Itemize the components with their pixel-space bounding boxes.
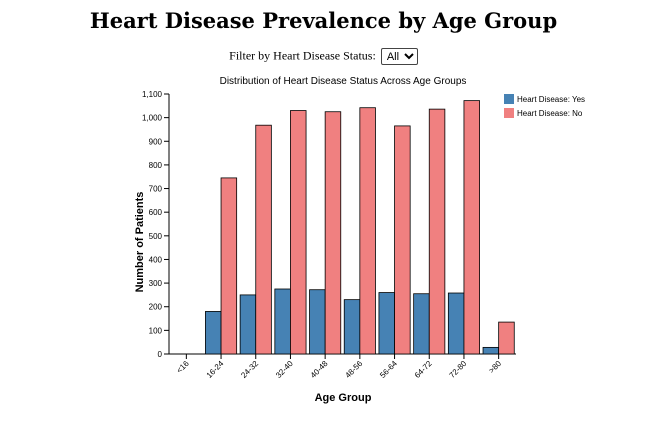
y-tick-label: 0 <box>158 350 163 359</box>
x-tick-label: 24-32 <box>239 359 260 380</box>
x-axis-label: Age Group <box>315 392 372 404</box>
chart-bars <box>205 100 515 355</box>
y-tick-label: 500 <box>149 232 163 241</box>
chart-title: Distribution of Heart Disease Status Acr… <box>220 76 467 87</box>
heart-disease-status-select[interactable]: All <box>380 48 418 65</box>
bar-heart-disease-no <box>463 100 480 355</box>
y-tick-label: 1,100 <box>142 90 163 99</box>
bar-heart-disease-yes <box>482 346 500 355</box>
legend-label: Heart Disease: Yes <box>517 95 585 104</box>
bar-heart-disease-yes <box>343 299 361 355</box>
chart-legend: Heart Disease: Yes Heart Disease: No <box>504 94 585 118</box>
x-tick-label: <16 <box>175 359 191 375</box>
y-tick-label: 400 <box>149 255 163 264</box>
bar-heart-disease-no <box>255 124 272 355</box>
y-tick-label: 600 <box>149 208 163 217</box>
bar-heart-disease-no <box>359 107 376 355</box>
y-tick-label: 100 <box>149 326 163 335</box>
legend-label: Heart Disease: No <box>517 109 583 118</box>
y-tick-label: 800 <box>149 161 163 170</box>
x-tick-label: 16-24 <box>205 359 226 380</box>
filter-row: Filter by Heart Disease Status: All <box>0 48 647 65</box>
page-title: Heart Disease Prevalence by Age Group <box>89 8 558 33</box>
x-tick-label: 32-40 <box>274 359 295 380</box>
x-tick-label: 64-72 <box>413 359 434 380</box>
x-tick-label: 56-64 <box>378 359 399 380</box>
y-tick-label: 900 <box>149 137 163 146</box>
filter-label: Filter by Heart Disease Status: <box>229 48 376 63</box>
bar-heart-disease-yes <box>239 294 257 355</box>
bar-heart-disease-no <box>394 125 411 355</box>
bar-heart-disease-yes <box>413 293 430 355</box>
bar-heart-disease-yes <box>447 292 465 355</box>
bar-heart-disease-no <box>220 177 238 355</box>
bar-heart-disease-no <box>428 108 446 355</box>
y-tick-label: 700 <box>149 185 163 194</box>
x-tick-label: >80 <box>487 359 503 375</box>
bar-heart-disease-no <box>498 321 515 355</box>
y-axis-label: Number of Patients <box>134 192 146 293</box>
bar-heart-disease-yes <box>309 289 326 355</box>
y-tick-label: 1,000 <box>142 114 163 123</box>
legend-swatch <box>504 108 514 118</box>
bar-heart-disease-no <box>324 111 342 355</box>
bar-heart-disease-yes <box>274 288 291 355</box>
y-tick-label: 200 <box>149 303 163 312</box>
x-tick-label: 40-48 <box>309 359 330 380</box>
bar-heart-disease-yes <box>205 311 222 355</box>
x-tick-label: 48-56 <box>343 359 364 380</box>
legend-swatch <box>504 94 514 104</box>
y-tick-label: 300 <box>149 279 163 288</box>
bar-heart-disease-yes <box>378 292 395 355</box>
bar-heart-disease-no <box>290 110 307 355</box>
x-tick-label: 72-80 <box>448 359 469 380</box>
